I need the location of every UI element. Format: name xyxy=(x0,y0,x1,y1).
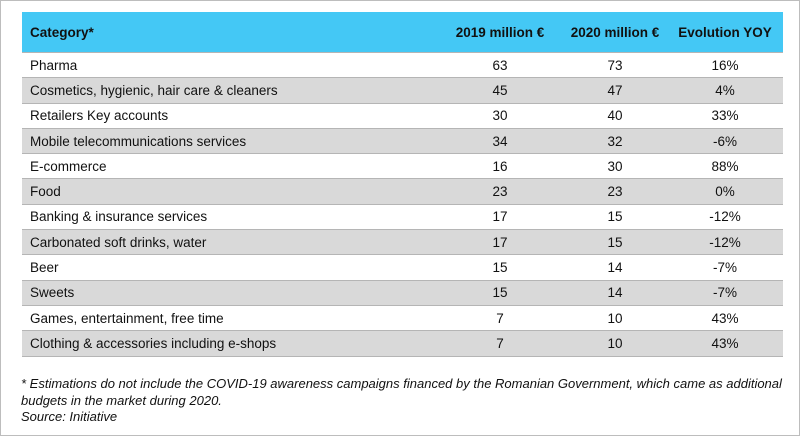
cell-category: Sweets xyxy=(22,279,437,306)
header-2020: 2020 million € xyxy=(563,12,667,53)
cell-2019: 34 xyxy=(437,127,563,154)
cell-evolution: 33% xyxy=(667,102,783,129)
cell-evolution: -7% xyxy=(667,254,783,281)
cell-2020: 73 xyxy=(563,51,667,78)
table-row: Cosmetics, hygienic, hair care & cleaner… xyxy=(22,77,783,104)
cell-category: Beer xyxy=(22,254,437,281)
cell-evolution: 0% xyxy=(667,178,783,205)
cell-evolution: -6% xyxy=(667,127,783,154)
cell-2019: 63 xyxy=(437,51,563,78)
header-evolution: Evolution YOY xyxy=(667,12,783,53)
cell-evolution: 4% xyxy=(667,77,783,104)
table-row: Games, entertainment, free time 7 10 43% xyxy=(22,304,783,331)
cell-2019: 17 xyxy=(437,229,563,255)
cell-2020: 15 xyxy=(563,229,667,255)
cell-2020: 10 xyxy=(563,330,667,357)
table-header-row: Category* 2019 million € 2020 million € … xyxy=(22,12,783,53)
cell-2019: 16 xyxy=(437,153,563,179)
cell-evolution: 43% xyxy=(667,330,783,357)
cell-evolution: -12% xyxy=(667,229,783,255)
cell-evolution: -12% xyxy=(667,203,783,230)
header-2019: 2019 million € xyxy=(437,12,563,53)
cell-evolution: -7% xyxy=(667,279,783,306)
cell-category: Mobile telecommunications services xyxy=(22,127,437,154)
cell-2020: 10 xyxy=(563,304,667,331)
cell-category: Games, entertainment, free time xyxy=(22,304,437,331)
table-row: Pharma 63 73 16% xyxy=(22,51,783,78)
cell-evolution: 43% xyxy=(667,304,783,331)
cell-2019: 15 xyxy=(437,279,563,306)
cell-2020: 14 xyxy=(563,279,667,306)
cell-2020: 14 xyxy=(563,254,667,281)
cell-2020: 30 xyxy=(563,153,667,179)
cell-2020: 23 xyxy=(563,178,667,205)
table-row: E-commerce 16 30 88% xyxy=(22,153,783,179)
table-row: Carbonated soft drinks, water 17 15 -12% xyxy=(22,229,783,255)
footnote-note: * Estimations do not include the COVID-1… xyxy=(21,376,782,408)
header-category: Category* xyxy=(22,12,437,53)
cell-evolution: 88% xyxy=(667,153,783,179)
ad-spend-table: Category* 2019 million € 2020 million € … xyxy=(22,12,783,357)
cell-2020: 47 xyxy=(563,77,667,104)
cell-2019: 45 xyxy=(437,77,563,104)
cell-2020: 32 xyxy=(563,127,667,154)
cell-2020: 15 xyxy=(563,203,667,230)
table-row: Clothing & accessories including e-shops… xyxy=(22,330,783,357)
table-row: Food 23 23 0% xyxy=(22,178,783,205)
table-row: Retailers Key accounts 30 40 33% xyxy=(22,102,783,129)
cell-category: Food xyxy=(22,178,437,205)
cell-2019: 30 xyxy=(437,102,563,129)
cell-evolution: 16% xyxy=(667,51,783,78)
footnote-source: Source: Initiative xyxy=(21,409,118,424)
cell-category: Banking & insurance services xyxy=(22,203,437,230)
cell-2019: 7 xyxy=(437,304,563,331)
cell-2020: 40 xyxy=(563,102,667,129)
table-row: Mobile telecommunications services 34 32 -6… xyxy=(22,127,783,154)
cell-category: Carbonated soft drinks, water xyxy=(22,229,437,255)
cell-category: Clothing & accessories including e-shops xyxy=(22,330,437,357)
table-body: Pharma 63 73 16% Cosmetics, hygienic, hair c… xyxy=(22,51,783,357)
table-row: Sweets 15 14 -7% xyxy=(22,279,783,306)
cell-category: Cosmetics, hygienic, hair care & cleaner… xyxy=(22,77,437,104)
table-row: Banking & insurance services 17 15 -12% xyxy=(22,203,783,230)
cell-2019: 23 xyxy=(437,178,563,205)
cell-2019: 15 xyxy=(437,254,563,281)
footnote: * Estimations do not include the COVID-1… xyxy=(21,376,786,426)
cell-category: Retailers Key accounts xyxy=(22,102,437,129)
cell-2019: 7 xyxy=(437,330,563,357)
cell-category: E-commerce xyxy=(22,153,437,179)
cell-2019: 17 xyxy=(437,203,563,230)
table-row: Beer 15 14 -7% xyxy=(22,254,783,281)
cell-category: Pharma xyxy=(22,51,437,78)
